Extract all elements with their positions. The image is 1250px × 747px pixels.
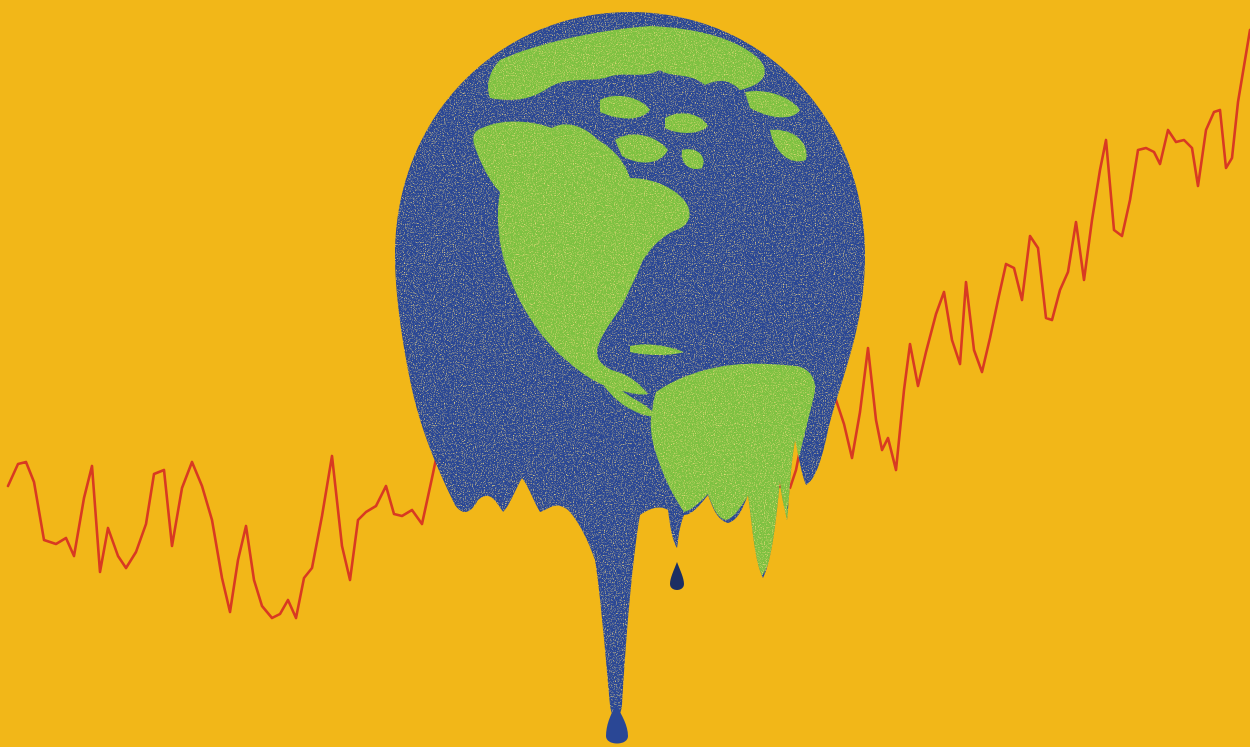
temperature-trend-line-icon <box>6 28 1250 620</box>
